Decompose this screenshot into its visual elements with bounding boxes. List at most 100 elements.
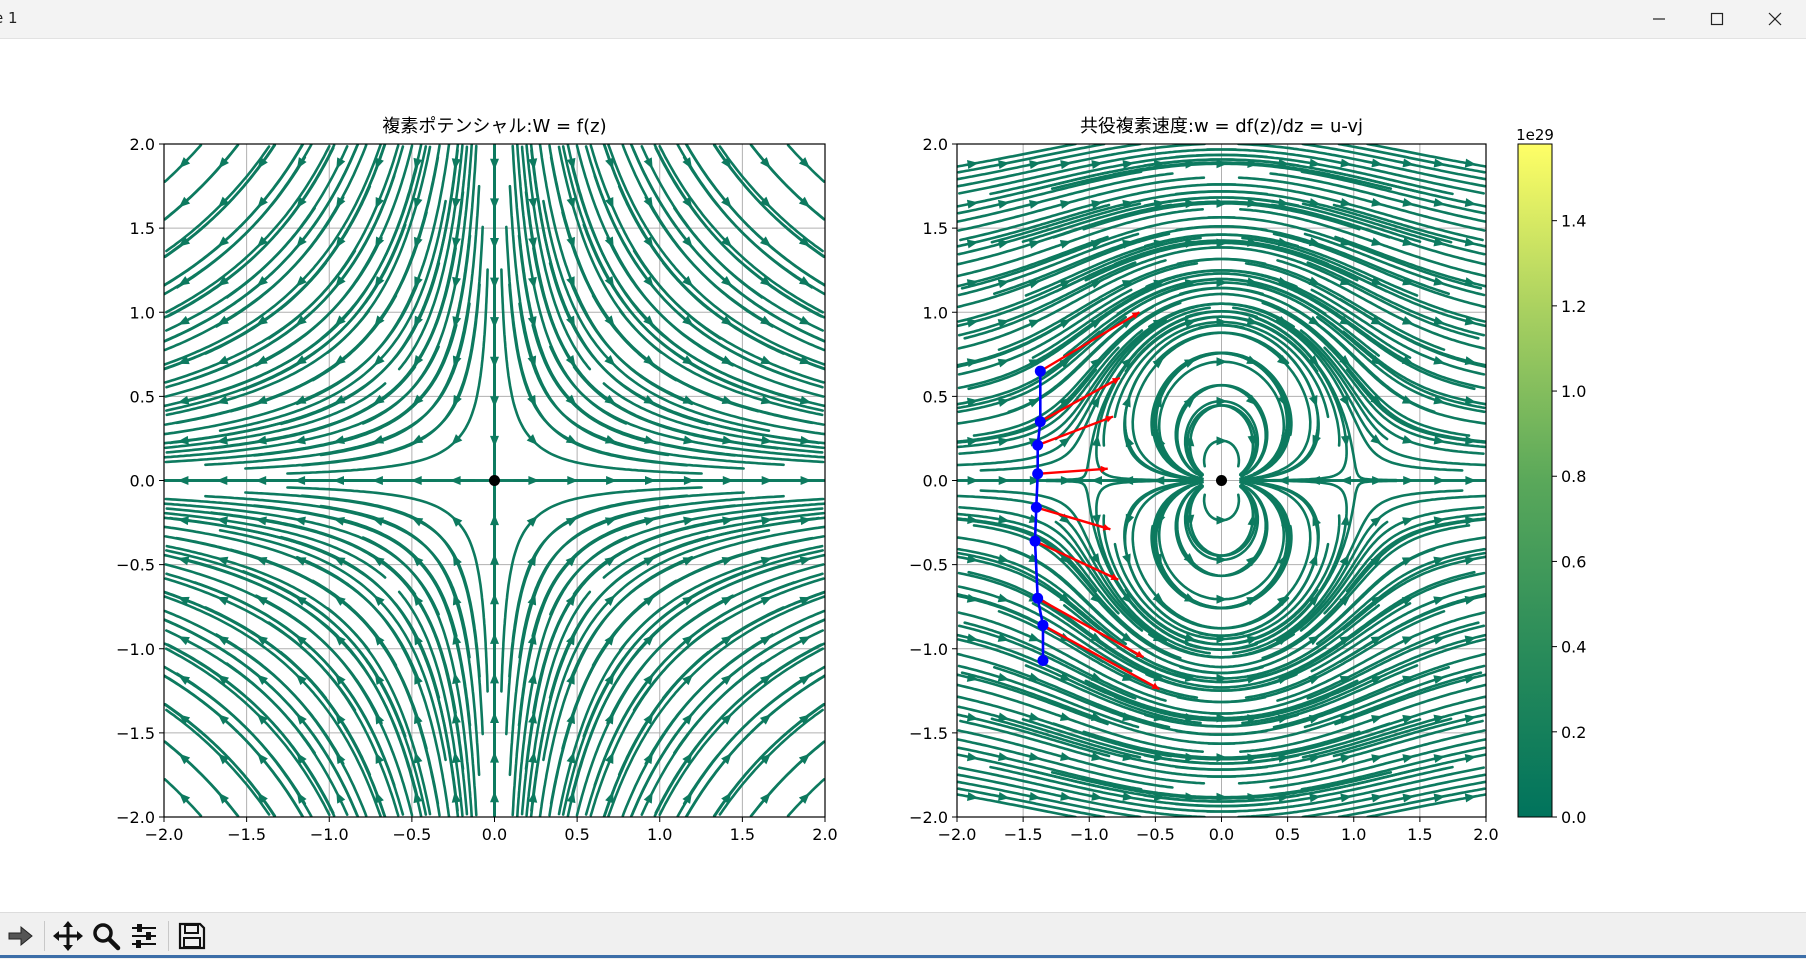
streamline [166, 643, 336, 817]
stream-arrow [1309, 793, 1321, 803]
velocity-arrowhead [1111, 377, 1120, 385]
zoom-button[interactable] [88, 918, 124, 954]
streamline [661, 261, 825, 370]
streamline [254, 144, 414, 367]
streamline [1289, 536, 1486, 656]
stream-arrow [528, 197, 538, 210]
stream-arrow [1464, 556, 1477, 565]
streamline [749, 741, 824, 817]
toolbar-separator [168, 921, 169, 951]
streamline [957, 673, 1109, 726]
stream-arrow [336, 752, 346, 765]
stream-arrow [1370, 675, 1383, 685]
streamline [1303, 232, 1486, 297]
stream-arrow [1247, 753, 1259, 763]
stream-arrow [721, 236, 733, 248]
left-axes: 複素ポテンシャル:W = f(z) −2.0−2.0 −1.5 −1.5 −1.0 −1.… [116, 116, 838, 844]
stream-arrow [1247, 514, 1257, 526]
maximize-button[interactable] [1688, 0, 1746, 38]
streamline [957, 144, 1142, 181]
stream-arrow [451, 158, 461, 170]
streamline [166, 144, 336, 318]
streamline [1332, 203, 1486, 248]
pan-button[interactable] [50, 918, 86, 954]
stream-arrow [375, 791, 384, 804]
stream-arrow [966, 752, 979, 762]
stream-arrow [1402, 793, 1415, 803]
stream-arrow [218, 157, 229, 169]
stream-arrow [1464, 158, 1477, 168]
stream-arrow [451, 751, 461, 764]
stream-arrow [452, 276, 461, 289]
stream-arrow [1339, 355, 1351, 366]
x-tick-label: −1.0 [1070, 825, 1109, 844]
streamline [957, 259, 1167, 350]
streamline [1276, 494, 1486, 643]
streamline [591, 294, 825, 426]
streamline [295, 144, 451, 406]
stream-arrow [1059, 712, 1072, 722]
streamline [164, 322, 340, 408]
stream-arrow [1464, 793, 1477, 803]
streamline [1338, 594, 1486, 663]
stream-arrow [1216, 396, 1228, 406]
colorbar-exponent-label: 1e29 [1516, 126, 1554, 144]
save-button[interactable] [174, 918, 210, 954]
streamline [1237, 144, 1486, 188]
stream-arrow [1401, 596, 1414, 606]
streamline [618, 309, 824, 417]
stream-arrow [1464, 753, 1477, 763]
streamline [1337, 787, 1486, 817]
streamline [1301, 144, 1486, 181]
stream-arrow [799, 315, 811, 325]
stream-arrow [998, 791, 1010, 801]
streamline [568, 525, 825, 683]
stream-arrow [257, 196, 268, 208]
stream-arrow [1029, 752, 1041, 762]
streamline [636, 516, 825, 567]
velocity-arrow [1036, 506, 1111, 531]
stream-arrow [296, 752, 307, 765]
stream-arrow [335, 673, 346, 686]
stream-arrow [1464, 714, 1477, 724]
colorbar-tick-label: 1.4 [1561, 212, 1586, 231]
configure-subplots-button[interactable] [126, 918, 162, 954]
stream-arrow [1090, 672, 1103, 681]
streamline [225, 145, 349, 299]
x-tick-label: −2.0 [938, 825, 977, 844]
stream-arrow [449, 476, 461, 485]
velocity-arrowhead [1105, 415, 1114, 423]
stream-arrow [1246, 596, 1259, 606]
stream-arrow [1059, 437, 1071, 448]
stream-arrow [452, 394, 462, 407]
streamline [572, 507, 824, 596]
forward-button[interactable] [2, 918, 38, 954]
stream-arrow [178, 315, 190, 325]
streamline [409, 625, 460, 817]
streamline [582, 549, 824, 738]
streamline [618, 544, 824, 652]
minimize-button[interactable] [1630, 0, 1688, 38]
streamline [1323, 512, 1486, 615]
stream-arrow [1340, 435, 1350, 447]
colorbar-tick-label: 1.2 [1561, 297, 1586, 316]
streamline [957, 172, 1174, 223]
stream-arrow [336, 157, 346, 170]
streamline [165, 741, 240, 817]
stream-arrow [1464, 674, 1477, 684]
x-tick-label: 0.5 [564, 825, 589, 844]
stream-arrow [1464, 316, 1477, 326]
stream-arrow [997, 319, 1010, 328]
stream-arrow [1060, 791, 1072, 801]
configure-icon [132, 924, 156, 948]
stream-arrow [1464, 396, 1477, 405]
stream-arrow [759, 196, 771, 208]
streamlines [957, 144, 1486, 817]
streamline [279, 650, 386, 817]
close-button[interactable] [1746, 0, 1804, 38]
velocity-arrow [1037, 467, 1108, 475]
stream-arrow [1090, 712, 1103, 721]
stream-arrow [257, 157, 268, 169]
streamline [164, 553, 340, 639]
stream-arrow [1059, 239, 1072, 249]
